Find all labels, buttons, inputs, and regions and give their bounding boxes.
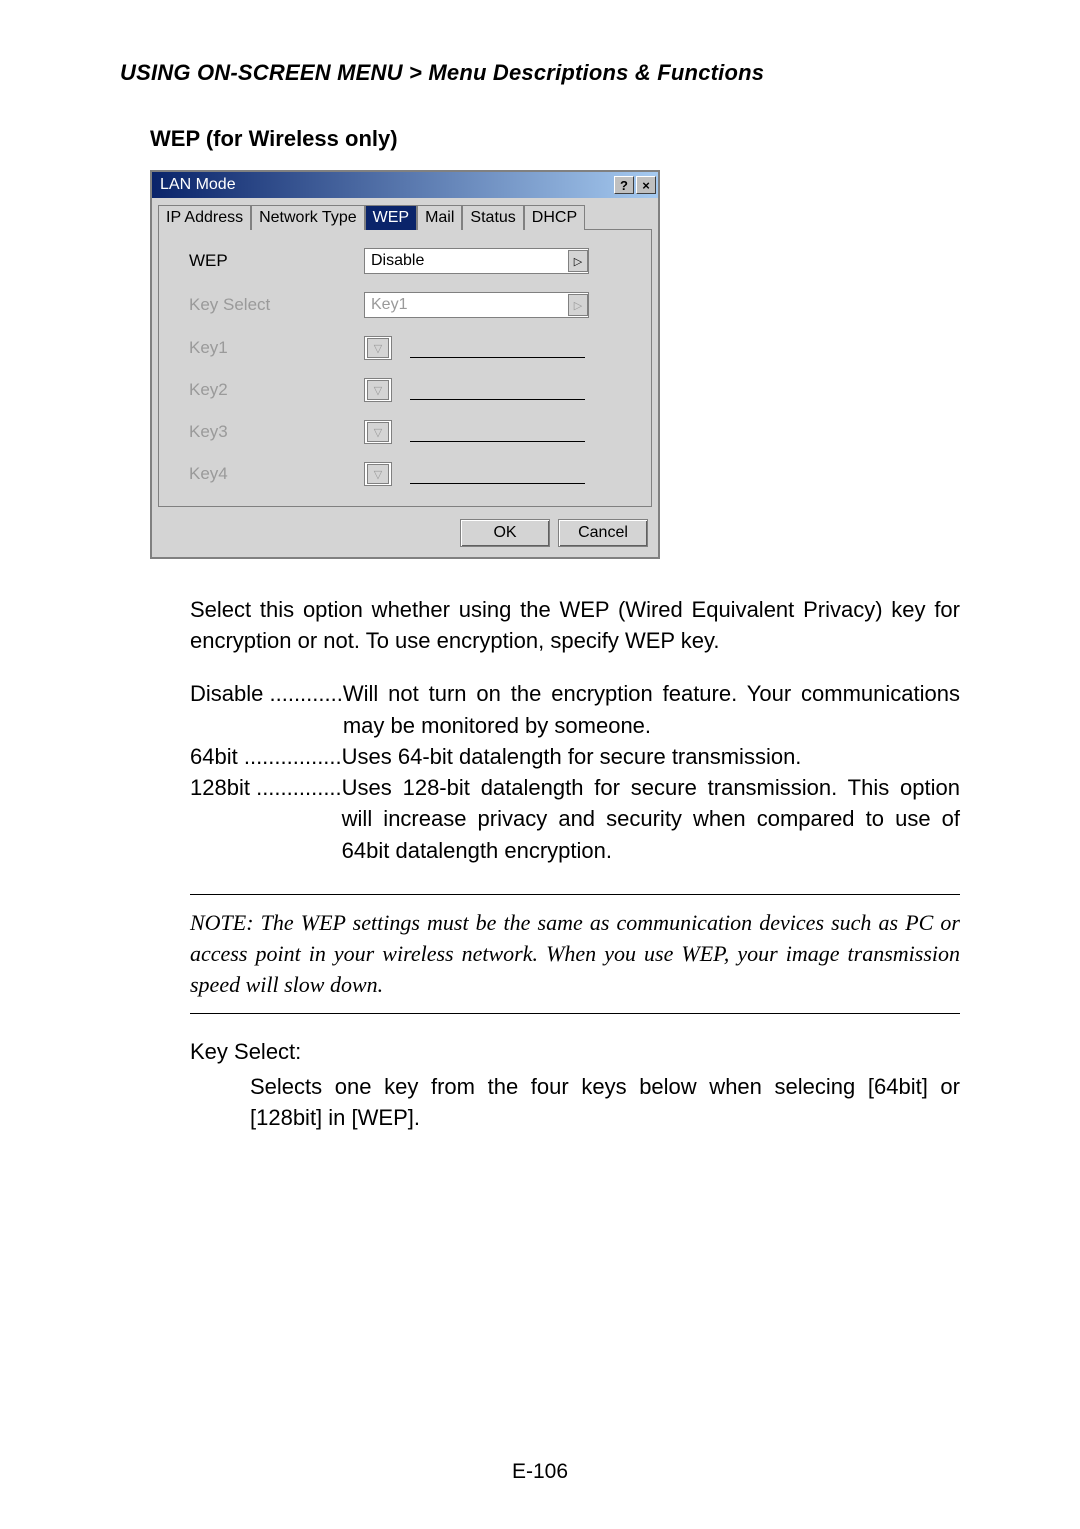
- note-block: NOTE: The WEP settings must be the same …: [190, 894, 960, 1014]
- row-wep: WEP Disable ▷: [189, 248, 633, 274]
- row-key1: Key1 ▽: [189, 336, 633, 360]
- input-key2: [410, 380, 585, 400]
- def-disable: Disable ............ Will not turn on th…: [190, 678, 960, 740]
- label-key-select: Key Select: [189, 295, 364, 315]
- cancel-button[interactable]: Cancel: [558, 519, 648, 547]
- dialog-button-row: OK Cancel: [152, 513, 658, 557]
- def-term: 64bit ................: [190, 741, 342, 772]
- tabs-row: IP Address Network Type WEP Mail Status …: [152, 198, 658, 229]
- def-body: Will not turn on the encryption feature.…: [343, 678, 960, 740]
- close-button[interactable]: ×: [636, 176, 656, 194]
- row-key-select: Key Select Key1 ▷: [189, 292, 633, 318]
- lan-mode-dialog: LAN Mode ? × IP Address Network Type WEP…: [150, 170, 660, 559]
- select-key2-type: ▽: [364, 378, 392, 402]
- key-select-heading: Key Select:: [190, 1036, 960, 1067]
- page-number: E-106: [0, 1460, 1080, 1484]
- arrow-down-icon: ▽: [367, 422, 389, 442]
- help-button[interactable]: ?: [614, 176, 634, 194]
- arrow-right-icon: ▷: [568, 294, 588, 316]
- row-key2: Key2 ▽: [189, 378, 633, 402]
- def-128bit: 128bit .............. Uses 128-bit datal…: [190, 772, 960, 866]
- key-select-body: Selects one key from the four keys below…: [250, 1071, 960, 1133]
- input-key3: [410, 422, 585, 442]
- tab-wep[interactable]: WEP: [365, 205, 417, 230]
- select-key4-type: ▽: [364, 462, 392, 486]
- breadcrumb: USING ON-SCREEN MENU > Menu Descriptions…: [120, 60, 960, 86]
- def-body: Uses 64-bit datalength for secure transm…: [342, 741, 960, 772]
- tab-mail[interactable]: Mail: [417, 205, 462, 230]
- arrow-down-icon: ▽: [367, 380, 389, 400]
- input-key4: [410, 464, 585, 484]
- select-key3-type: ▽: [364, 420, 392, 444]
- def-term: 128bit ..............: [190, 772, 342, 866]
- arrow-down-icon: ▽: [367, 338, 389, 358]
- select-key-select: Key1 ▷: [364, 292, 589, 318]
- label-key1: Key1: [189, 338, 364, 358]
- section-title: WEP (for Wireless only): [150, 126, 960, 152]
- row-key3: Key3 ▽: [189, 420, 633, 444]
- tab-panel-wep: WEP Disable ▷ Key Select Key1 ▷ Key1 ▽ K…: [158, 229, 652, 507]
- select-wep[interactable]: Disable ▷: [364, 248, 589, 274]
- tab-ip-address[interactable]: IP Address: [158, 205, 251, 230]
- def-term: Disable ............: [190, 678, 343, 740]
- definition-list: Disable ............ Will not turn on th…: [190, 678, 960, 865]
- arrow-right-icon[interactable]: ▷: [568, 250, 588, 272]
- row-key4: Key4 ▽: [189, 462, 633, 486]
- label-key3: Key3: [189, 422, 364, 442]
- select-key1-type: ▽: [364, 336, 392, 360]
- def-body: Uses 128-bit datalength for secure trans…: [342, 772, 960, 866]
- label-key2: Key2: [189, 380, 364, 400]
- select-key-select-value: Key1: [371, 296, 568, 314]
- dialog-title: LAN Mode: [160, 176, 612, 194]
- tab-dhcp[interactable]: DHCP: [524, 205, 585, 230]
- ok-button[interactable]: OK: [460, 519, 550, 547]
- def-64bit: 64bit ................ Uses 64-bit datal…: [190, 741, 960, 772]
- dialog-titlebar: LAN Mode ? ×: [152, 172, 658, 198]
- tab-status[interactable]: Status: [462, 205, 523, 230]
- arrow-down-icon: ▽: [367, 464, 389, 484]
- label-key4: Key4: [189, 464, 364, 484]
- tab-network-type[interactable]: Network Type: [251, 205, 365, 230]
- intro-paragraph: Select this option whether using the WEP…: [190, 594, 960, 656]
- select-wep-value: Disable: [371, 252, 568, 270]
- body-text: Select this option whether using the WEP…: [190, 594, 960, 1133]
- input-key1: [410, 338, 585, 358]
- label-wep: WEP: [189, 251, 364, 271]
